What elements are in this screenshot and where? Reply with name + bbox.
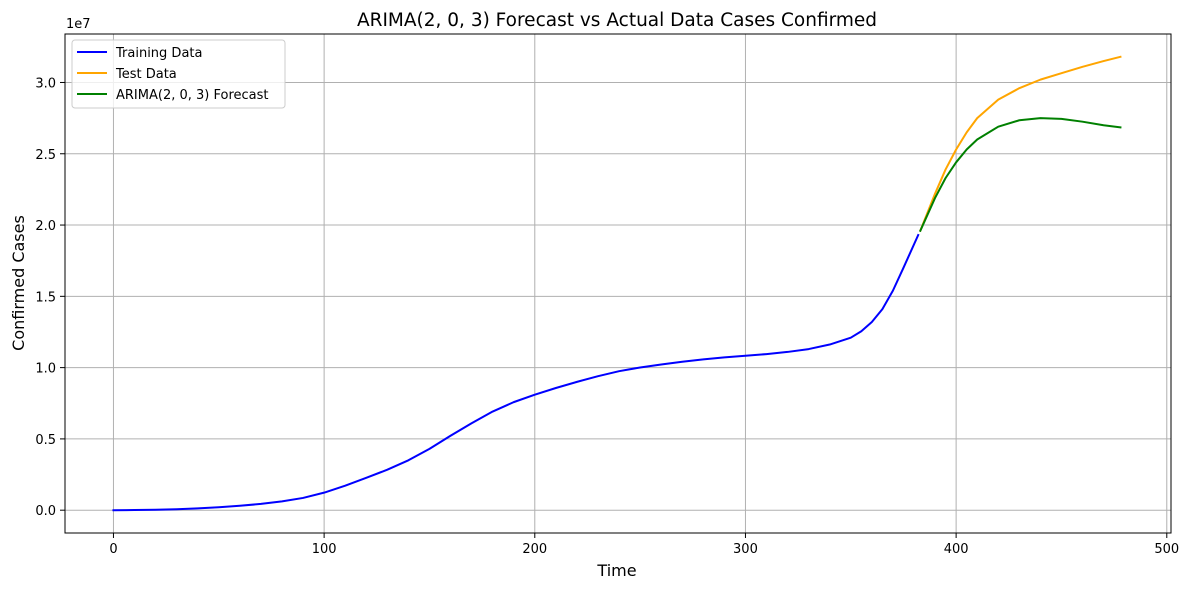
x-tick-label: 500: [1154, 542, 1179, 557]
x-axis-label: Time: [596, 561, 636, 580]
legend-label-arima-forecast: ARIMA(2, 0, 3) Forecast: [116, 88, 269, 103]
legend: Training Data Test Data ARIMA(2, 0, 3) F…: [71, 39, 286, 109]
y-tick-label: 2.5: [35, 148, 56, 163]
y-tick-label: 0.0: [35, 504, 56, 519]
legend-label-test-data: Test Data: [115, 67, 177, 82]
legend-box: [71, 39, 286, 109]
chart-title: ARIMA(2, 0, 3) Forecast vs Actual Data C…: [357, 10, 877, 31]
y-tick-label: 3.0: [35, 76, 56, 91]
series-line-arima-2-0-3-forecast: [918, 117, 1122, 233]
series-line-training-data: [112, 233, 920, 512]
x-tick-label: 200: [522, 542, 547, 557]
x-tick-label: 100: [312, 542, 337, 557]
legend-label-training-data: Training Data: [115, 46, 202, 61]
grid: [65, 34, 1171, 533]
y-offset-label: 1e7: [66, 17, 91, 32]
x-tick-label: 300: [733, 542, 758, 557]
y-tick-label: 1.5: [35, 290, 56, 305]
x-axis-ticks: 0 100 200 300 400 500: [109, 533, 1179, 557]
x-tick-label: 400: [944, 542, 969, 557]
y-tick-label: 2.0: [35, 219, 56, 234]
x-tick-label: 0: [109, 542, 117, 557]
y-tick-label: 1.0: [35, 362, 56, 377]
y-axis-ticks: 0.0 0.5 1.0 1.5 2.0 2.5 3.0: [35, 76, 65, 519]
series-layer: [112, 55, 1122, 512]
series-line-test-data: [919, 55, 1122, 233]
y-tick-label: 0.5: [35, 433, 56, 448]
y-axis-label: Confirmed Cases: [9, 215, 28, 351]
plot-area-frame: [64, 33, 1172, 534]
